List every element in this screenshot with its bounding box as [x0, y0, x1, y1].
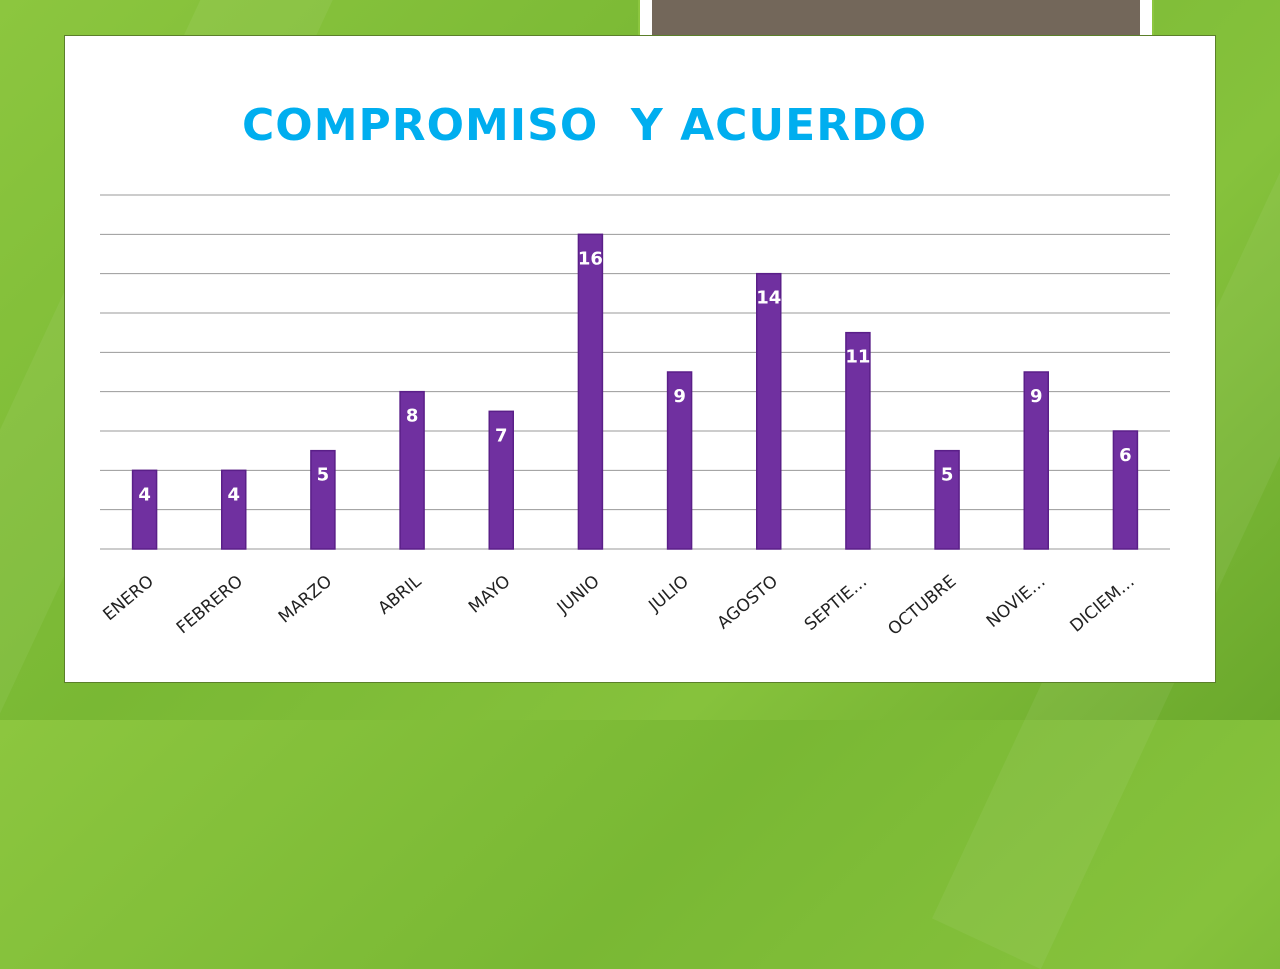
data-label: 11 [845, 347, 870, 368]
category-label: ABRIL [374, 571, 425, 619]
category-label: ENERO [99, 572, 157, 626]
category-label: NOVIE… [983, 572, 1050, 632]
bar-agosto [756, 272, 782, 550]
bar-julio [666, 371, 693, 550]
data-label: 7 [495, 425, 508, 446]
data-label: 4 [138, 484, 151, 505]
data-label: 4 [227, 484, 240, 505]
category-labels: ENERO FEBRERO MARZO ABRIL MAYO JUNIO JULIO AGOS… [99, 571, 1138, 640]
category-label: DICIEM… [1066, 572, 1138, 637]
gridlines [100, 194, 1170, 550]
data-label: 5 [317, 465, 330, 486]
bar-octubre [934, 449, 960, 550]
bar-junio [577, 233, 604, 550]
bar-febrero [221, 469, 247, 550]
bar-chart: 4 4 5 8 7 16 9 14 11 5 9 6 ENERO FEBRERO MARZO ABRIL MA… [99, 194, 1170, 640]
category-label: SEPTIE… [801, 572, 871, 635]
slide-panel [64, 35, 1216, 683]
data-label: 5 [941, 465, 954, 486]
bar-septie [845, 331, 871, 550]
data-label: 6 [1119, 445, 1132, 466]
bar-diciem [1112, 430, 1139, 550]
category-label: OCTUBRE [884, 572, 960, 640]
bar-marzo [310, 449, 336, 550]
bar-mayo [488, 410, 514, 550]
category-label: MARZO [275, 572, 336, 628]
data-label: 14 [756, 288, 781, 309]
bar-abril [399, 390, 425, 550]
value-labels: 4 4 5 8 7 16 9 14 11 5 9 6 [138, 248, 1131, 505]
data-label: 9 [1030, 386, 1043, 407]
category-label: JUNIO [553, 572, 604, 619]
data-label: 16 [578, 248, 603, 269]
bar-novie [1023, 371, 1049, 550]
bars [131, 233, 1139, 550]
data-label: 8 [406, 406, 419, 427]
slide-title: COMPROMISO Y ACUERDO [242, 100, 928, 151]
category-label: JULIO [644, 572, 692, 617]
category-label: MAYO [465, 572, 514, 618]
category-label: AGOSTO [714, 572, 782, 634]
category-label: FEBRERO [173, 572, 247, 639]
bar-enero [131, 469, 158, 550]
data-label: 9 [673, 386, 686, 407]
